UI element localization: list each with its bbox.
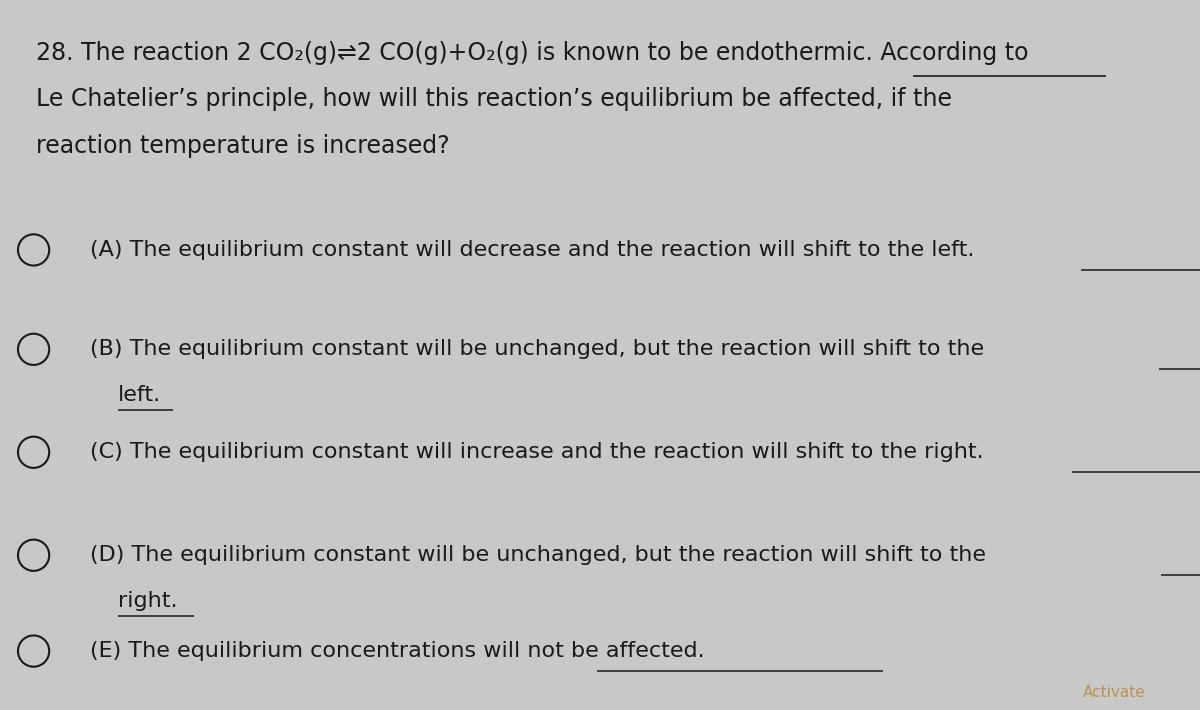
Text: Le Chatelier’s principle, how will this reaction’s equilibrium be affected, if t: Le Chatelier’s principle, how will this … (36, 87, 952, 111)
Text: (D) The equilibrium constant will be unchanged, but the reaction will shift to t: (D) The equilibrium constant will be unc… (90, 545, 986, 565)
Text: right.: right. (118, 591, 178, 611)
Text: (E) The equilibrium concentrations will not be affected.: (E) The equilibrium concentrations will … (90, 640, 704, 661)
Text: 28. The reaction 2 CO₂(g)⇌2 CO(g)+O₂(g) is known to be endothermic. According to: 28. The reaction 2 CO₂(g)⇌2 CO(g)+O₂(g) … (36, 41, 1028, 65)
Text: (B) The equilibrium constant will be unchanged, but the reaction will shift to t: (B) The equilibrium constant will be unc… (90, 339, 984, 359)
Text: (C) The equilibrium constant will increase and the reaction will shift to the ri: (C) The equilibrium constant will increa… (90, 442, 984, 462)
Text: Activate: Activate (1084, 685, 1146, 700)
Text: (A) The equilibrium constant will decrease and the reaction will shift to the le: (A) The equilibrium constant will decrea… (90, 239, 974, 260)
Text: left.: left. (118, 385, 161, 405)
Text: reaction temperature is increased?: reaction temperature is increased? (36, 133, 450, 158)
